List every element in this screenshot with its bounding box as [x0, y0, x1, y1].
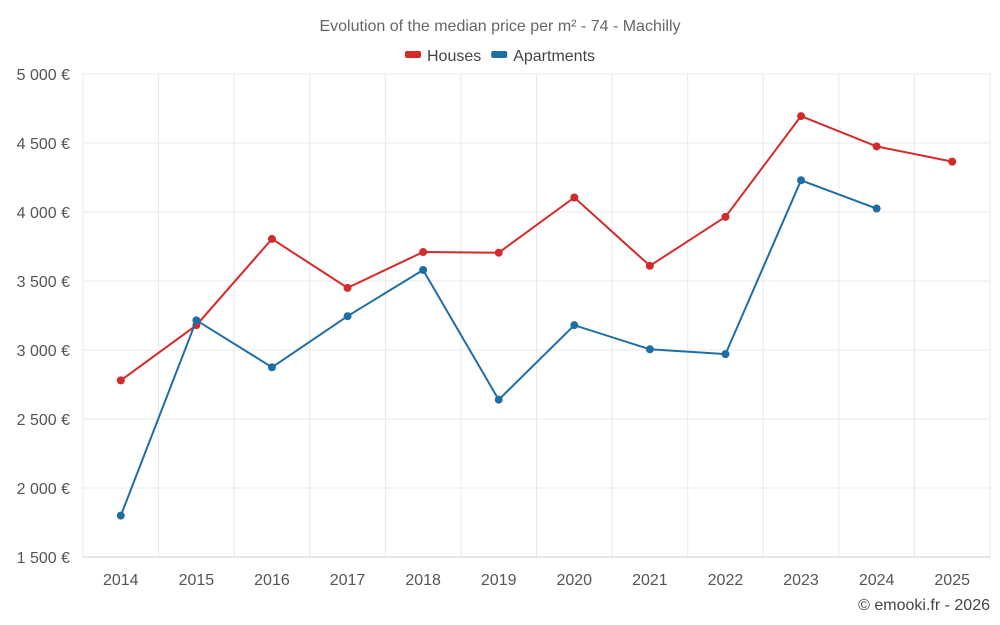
x-tick-label: 2021 — [632, 572, 668, 589]
y-tick-label: 4 500 € — [17, 136, 70, 153]
data-point-houses[interactable] — [494, 248, 503, 257]
x-tick-label: 2018 — [405, 572, 441, 589]
x-tick-label: 2020 — [556, 572, 592, 589]
legend-item-houses[interactable]: Houses — [405, 48, 481, 65]
y-tick-label: 5 000 € — [17, 67, 70, 84]
x-tick-label: 2016 — [254, 572, 290, 589]
data-point-apartments[interactable] — [645, 345, 654, 354]
data-point-houses[interactable] — [872, 142, 881, 151]
legend-swatch — [405, 51, 421, 58]
y-tick-label: 4 000 € — [17, 205, 70, 222]
data-point-apartments[interactable] — [570, 321, 579, 330]
y-axis: 1 500 € 2 000 € 2 500 € 3 000 € 3 500 € 4 000… — [17, 67, 70, 567]
data-point-apartments[interactable] — [116, 511, 125, 520]
data-point-houses[interactable] — [797, 112, 806, 121]
data-point-apartments[interactable] — [267, 363, 276, 372]
data-point-apartments[interactable] — [494, 395, 503, 404]
series-houses — [116, 112, 957, 385]
x-tick-label: 2022 — [708, 572, 744, 589]
data-point-houses[interactable] — [419, 248, 428, 257]
data-point-houses[interactable] — [267, 234, 276, 243]
x-tick-label: 2024 — [859, 572, 895, 589]
legend-label: Apartments — [513, 48, 595, 65]
chart-title: Evolution of the median price per m² - 7… — [319, 18, 680, 35]
legend-label: Houses — [427, 48, 481, 65]
x-tick-label: 2015 — [179, 572, 215, 589]
data-point-houses[interactable] — [116, 376, 125, 385]
data-point-houses[interactable] — [570, 193, 579, 202]
x-axis: 2014 2015 2016 2017 2018 2019 2020 2021 2022 2023… — [103, 572, 970, 589]
data-point-houses[interactable] — [645, 261, 654, 270]
data-point-houses[interactable] — [721, 212, 730, 221]
x-tick-label: 2025 — [934, 572, 970, 589]
data-point-apartments[interactable] — [872, 204, 881, 213]
grid — [82, 73, 991, 558]
series-apartments — [116, 176, 881, 520]
credit-text: © emooki.fr - 2026 — [858, 597, 990, 614]
x-tick-label: 2014 — [103, 572, 139, 589]
x-tick-label: 2017 — [330, 572, 366, 589]
legend[interactable]: Houses Apartments — [405, 48, 595, 65]
data-point-apartments[interactable] — [419, 265, 428, 274]
data-point-houses[interactable] — [948, 157, 957, 166]
data-point-apartments[interactable] — [343, 312, 352, 321]
series-line-houses — [120, 114, 953, 382]
y-tick-label: 1 500 € — [17, 550, 70, 567]
data-point-apartments[interactable] — [721, 350, 730, 359]
x-tick-label: 2019 — [481, 572, 517, 589]
legend-item-apartments[interactable]: Apartments — [491, 48, 595, 65]
legend-swatch — [491, 51, 508, 58]
y-tick-label: 3 000 € — [17, 343, 70, 360]
y-tick-label: 2 000 € — [17, 481, 70, 498]
data-point-apartments[interactable] — [192, 316, 201, 325]
data-point-apartments[interactable] — [797, 176, 806, 185]
x-tick-label: 2023 — [783, 572, 819, 589]
y-tick-label: 3 500 € — [17, 274, 70, 291]
y-tick-label: 2 500 € — [17, 412, 70, 429]
series-group — [116, 112, 957, 520]
data-point-houses[interactable] — [343, 283, 352, 292]
